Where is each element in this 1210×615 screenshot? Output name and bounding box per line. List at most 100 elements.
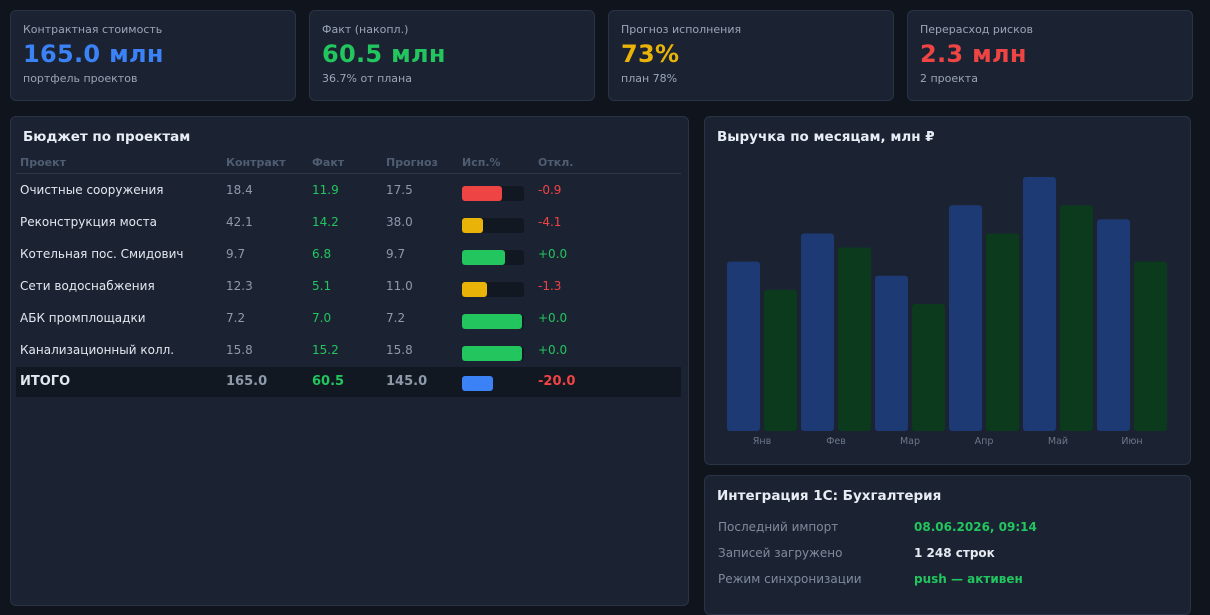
project-name: Котельная пос. Смидович <box>20 247 184 261</box>
project-name: АБК промплощадки <box>20 311 146 325</box>
table-row[interactable]: Реконструкция моста 42.1 14.2 38.0 -4.1 <box>16 206 681 238</box>
table-row[interactable]: Очистные сооружения 18.4 11.9 17.5 -0.9 <box>16 174 681 206</box>
project-contract: 18.4 <box>226 183 253 197</box>
kpi-value: 73% <box>621 40 680 68</box>
total-forecast: 145.0 <box>386 374 428 389</box>
bar-Фев-series-1[interactable] <box>801 233 834 431</box>
table-total-row: ИТОГО 165.0 60.5 145.0 -20.0 <box>16 367 681 397</box>
project-forecast: 17.5 <box>386 183 413 197</box>
exec-progress-bar <box>462 346 524 361</box>
bar-Мар-series-1[interactable] <box>875 275 908 431</box>
bar-Янв-series-2[interactable] <box>764 289 797 431</box>
project-deviation: +0.0 <box>538 247 568 261</box>
project-deviation: -4.1 <box>538 215 562 229</box>
project-forecast: 38.0 <box>386 215 413 229</box>
exec-progress-bar <box>462 250 524 265</box>
bar-Фев-series-2[interactable] <box>838 247 871 431</box>
project-contract: 7.2 <box>226 311 246 325</box>
x-tick-label: Июн <box>1121 436 1143 447</box>
kv-key: Последний импорт <box>718 520 839 534</box>
total-deviation: -20.0 <box>538 374 576 389</box>
col-fact[interactable]: Факт <box>312 156 345 169</box>
revenue-chart-panel: Выручка по месяцам, млн ₽ Янв Фев Мар Апр Ма… <box>704 116 1191 465</box>
bar-Июн-series-1[interactable] <box>1097 219 1130 431</box>
kv-value: push — активен <box>914 572 1023 586</box>
kv-value: 1 248 строк <box>914 546 995 560</box>
kpi-label: Прогноз исполнения <box>621 23 742 36</box>
bar-Май-series-2[interactable] <box>1060 205 1093 431</box>
total-contract: 165.0 <box>226 374 268 389</box>
project-name: Сети водоснабжения <box>20 279 155 293</box>
table-row[interactable]: Канализационный колл. 15.8 15.2 15.8 +0.0 <box>16 334 681 366</box>
project-fact: 7.0 <box>312 311 332 325</box>
col-deviation[interactable]: Откл. <box>538 156 574 169</box>
bar-Май-series-1[interactable] <box>1023 177 1056 431</box>
col-project[interactable]: Проект <box>20 156 66 169</box>
x-tick-label: Янв <box>752 436 772 447</box>
integration-panel: Интеграция 1С: Бухгалтерия Последний имп… <box>704 475 1191 615</box>
budget-title: Бюджет по проектам <box>23 129 191 145</box>
table-header: Проект Контракт Факт Прогноз Исп.% Откл. <box>16 155 681 174</box>
kpi-label: Контрактная стоимость <box>23 23 163 36</box>
project-contract: 9.7 <box>226 247 246 261</box>
bar-Янв-series-1[interactable] <box>727 261 760 431</box>
kpi-subtitle: портфель проектов <box>23 72 138 85</box>
exec-progress-fill <box>462 250 506 265</box>
kpi-contract-value: Контрактная стоимость 165.0 млн портфель… <box>10 10 296 101</box>
x-tick-label: Мар <box>899 436 921 447</box>
project-forecast: 7.2 <box>386 311 406 325</box>
integration-title: Интеграция 1С: Бухгалтерия <box>717 488 942 504</box>
project-forecast: 9.7 <box>386 247 406 261</box>
kv-key: Режим синхронизации <box>718 572 862 586</box>
project-forecast: 11.0 <box>386 279 413 293</box>
project-contract: 12.3 <box>226 279 253 293</box>
bar-Мар-series-2[interactable] <box>912 304 945 431</box>
exec-progress-fill <box>462 314 523 329</box>
col-forecast[interactable]: Прогноз <box>386 156 438 169</box>
bar-Июн-series-2[interactable] <box>1134 261 1167 431</box>
kpi-execution-forecast: Прогноз исполнения 73% план 78% <box>608 10 894 101</box>
kpi-actual-cumulative: Факт (накопл.) 60.5 млн 36.7% от плана <box>309 10 595 101</box>
exec-progress-fill <box>462 218 484 233</box>
project-fact: 15.2 <box>312 343 339 357</box>
budget-table: Проект Контракт Факт Прогноз Исп.% Откл.… <box>16 155 681 397</box>
project-deviation: +0.0 <box>538 343 568 357</box>
table-row[interactable]: АБК промплощадки 7.2 7.0 7.2 +0.0 <box>16 302 681 334</box>
project-forecast: 15.8 <box>386 343 413 357</box>
project-deviation: -1.3 <box>538 279 562 293</box>
exec-progress-fill <box>462 346 522 361</box>
x-tick-label: Май <box>1047 436 1069 447</box>
project-fact: 14.2 <box>312 215 339 229</box>
project-name: Реконструкция моста <box>20 215 157 229</box>
total-fact: 60.5 <box>312 374 345 389</box>
kpi-subtitle: 2 проекта <box>920 72 978 85</box>
total-label: ИТОГО <box>20 374 71 389</box>
exec-progress-bar <box>462 282 524 297</box>
col-contract[interactable]: Контракт <box>226 156 286 169</box>
project-contract: 15.8 <box>226 343 253 357</box>
total-exec-fill <box>462 376 493 391</box>
exec-progress-fill <box>462 282 488 297</box>
budget-panel: Бюджет по проектам Проект Контракт Факт … <box>10 116 689 606</box>
project-deviation: -0.9 <box>538 183 562 197</box>
exec-progress-bar <box>462 218 524 233</box>
x-tick-label: Апр <box>974 436 994 447</box>
kpi-label: Факт (накопл.) <box>322 23 409 36</box>
kpi-subtitle: план 78% <box>621 72 678 85</box>
kpi-label: Перерасход рисков <box>920 23 1033 36</box>
project-name: Канализационный колл. <box>20 343 175 357</box>
kv-value: 08.06.2026, 09:14 <box>914 520 1037 534</box>
revenue-bar-chart <box>727 177 1167 431</box>
project-fact: 5.1 <box>312 279 332 293</box>
kv-key: Записей загружено <box>718 546 843 560</box>
table-row[interactable]: Котельная пос. Смидович 9.7 6.8 9.7 +0.0 <box>16 238 681 270</box>
bar-Апр-series-1[interactable] <box>949 205 982 431</box>
project-contract: 42.1 <box>226 215 253 229</box>
kpi-value: 165.0 млн <box>23 40 164 68</box>
col-exec-pct[interactable]: Исп.% <box>462 156 501 169</box>
kpi-risk-overrun: Перерасход рисков 2.3 млн 2 проекта <box>907 10 1193 101</box>
bar-Апр-series-2[interactable] <box>986 233 1019 431</box>
exec-progress-bar <box>462 314 524 329</box>
table-row[interactable]: Сети водоснабжения 12.3 5.1 11.0 -1.3 <box>16 270 681 302</box>
exec-progress-fill <box>462 186 503 201</box>
